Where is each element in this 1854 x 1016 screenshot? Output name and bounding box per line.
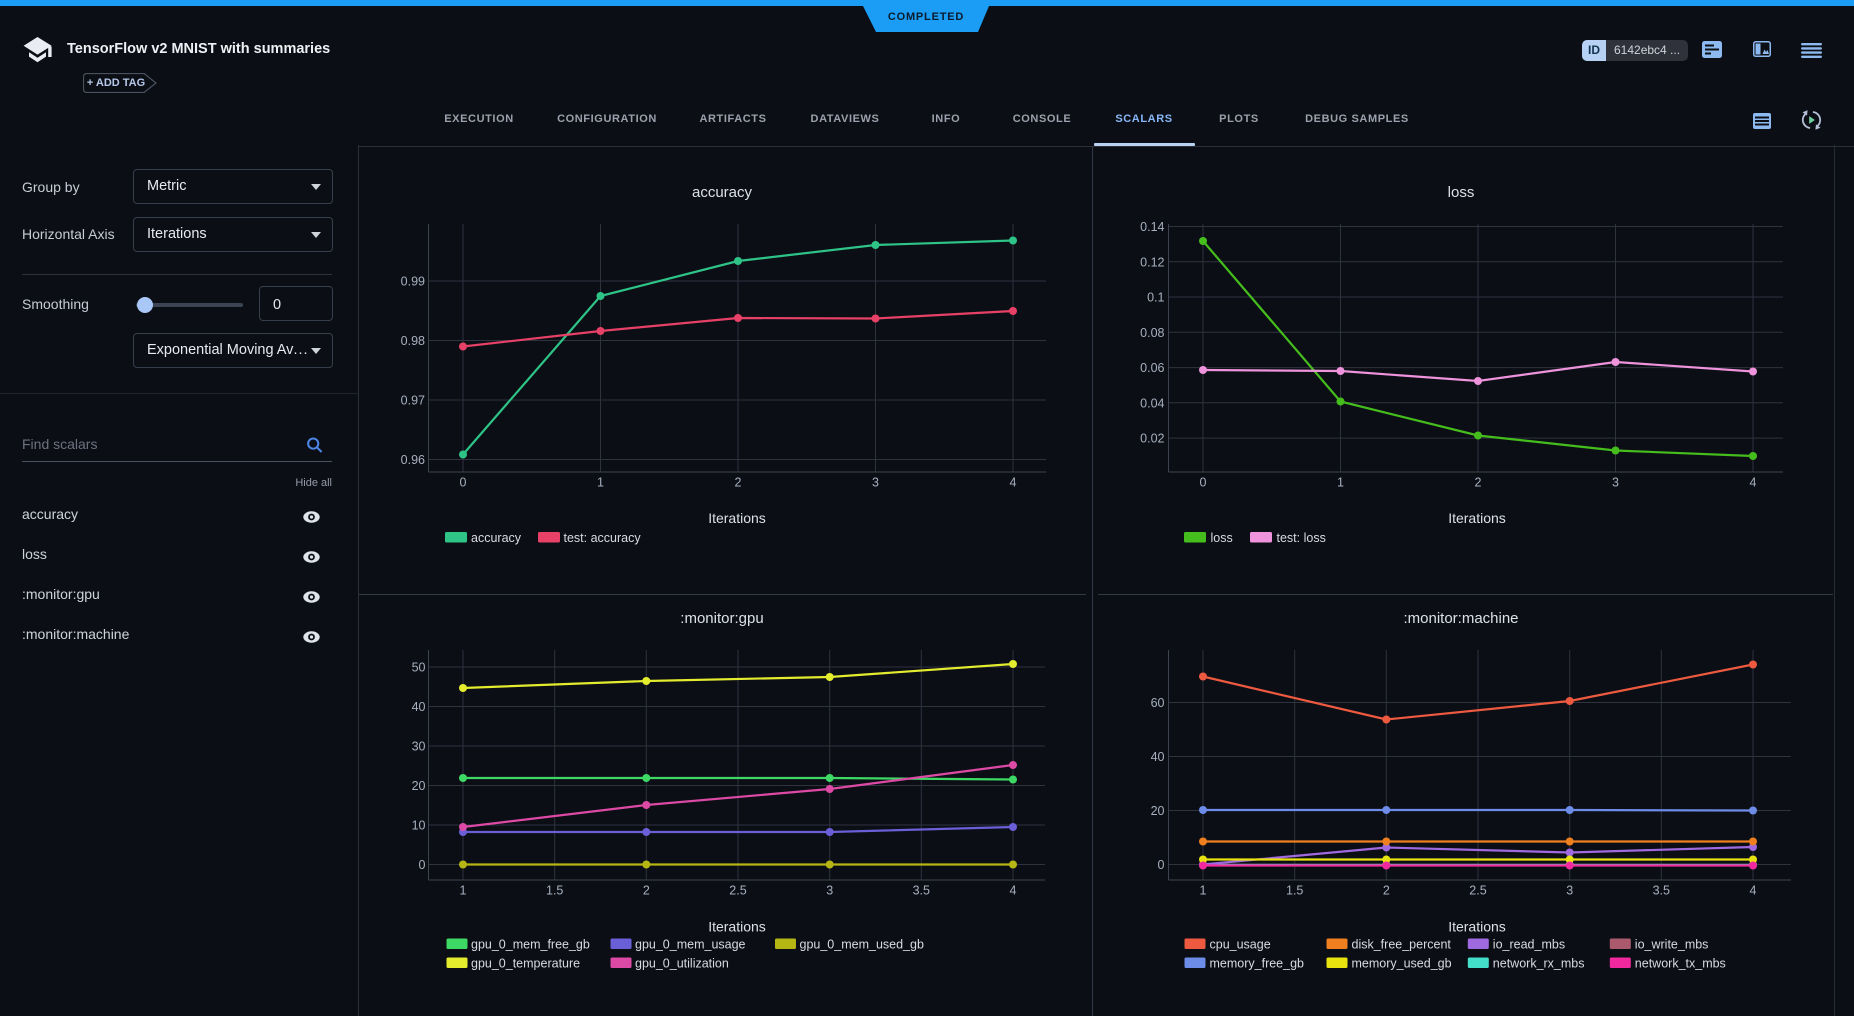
svg-text:0: 0 — [1200, 476, 1207, 490]
svg-text:3: 3 — [1612, 476, 1619, 490]
svg-text:3: 3 — [826, 884, 833, 898]
svg-text:2: 2 — [1475, 476, 1482, 490]
svg-text:2.5: 2.5 — [1469, 884, 1486, 898]
svg-text:1: 1 — [1337, 476, 1344, 490]
svg-text:io_write_mbs: io_write_mbs — [1635, 938, 1709, 952]
svg-text:memory_used_gb: memory_used_gb — [1352, 957, 1452, 971]
svg-text:Iterations: Iterations — [708, 919, 766, 935]
svg-text:0.1: 0.1 — [1147, 291, 1164, 305]
svg-text:loss: loss — [1448, 184, 1475, 201]
svg-text:4: 4 — [1010, 476, 1017, 490]
svg-text:network_rx_mbs: network_rx_mbs — [1493, 957, 1585, 971]
svg-text:30: 30 — [412, 740, 426, 754]
svg-text:1: 1 — [460, 884, 467, 898]
svg-text:50: 50 — [412, 661, 426, 675]
svg-text:0.96: 0.96 — [401, 453, 425, 467]
svg-text:Iterations: Iterations — [1448, 510, 1506, 526]
svg-text:0.98: 0.98 — [401, 334, 425, 348]
svg-text:20: 20 — [1151, 804, 1165, 818]
svg-text:10: 10 — [412, 819, 426, 833]
svg-text:loss: loss — [1211, 531, 1233, 545]
svg-text:0.99: 0.99 — [401, 275, 425, 289]
svg-text:gpu_0_mem_used_gb: gpu_0_mem_used_gb — [800, 938, 924, 952]
svg-text:3: 3 — [1566, 884, 1573, 898]
svg-text:3: 3 — [872, 476, 879, 490]
svg-text:cpu_usage: cpu_usage — [1210, 938, 1271, 952]
svg-text:2: 2 — [735, 476, 742, 490]
svg-text:Iterations: Iterations — [708, 510, 766, 526]
svg-text:1: 1 — [597, 476, 604, 490]
svg-text:20: 20 — [412, 779, 426, 793]
svg-text:gpu_0_mem_usage: gpu_0_mem_usage — [635, 938, 746, 952]
svg-text:40: 40 — [412, 700, 426, 714]
svg-text:0.02: 0.02 — [1140, 432, 1164, 446]
svg-text:0: 0 — [419, 858, 426, 872]
svg-text:gpu_0_mem_free_gb: gpu_0_mem_free_gb — [471, 938, 590, 952]
svg-text:3.5: 3.5 — [913, 884, 930, 898]
svg-text:Iterations: Iterations — [1448, 919, 1506, 935]
svg-text:2.5: 2.5 — [729, 884, 746, 898]
svg-text:disk_free_percent: disk_free_percent — [1352, 938, 1452, 952]
svg-text:2: 2 — [643, 884, 650, 898]
svg-text::monitor:gpu: :monitor:gpu — [680, 610, 763, 627]
svg-text:0.97: 0.97 — [401, 394, 425, 408]
svg-text:0: 0 — [460, 476, 467, 490]
svg-text:0.04: 0.04 — [1140, 396, 1164, 410]
svg-text:60: 60 — [1151, 696, 1165, 710]
svg-text:test: loss: test: loss — [1277, 531, 1326, 545]
svg-text:1.5: 1.5 — [546, 884, 563, 898]
svg-text:accuracy: accuracy — [692, 184, 753, 201]
svg-text:io_read_mbs: io_read_mbs — [1493, 938, 1565, 952]
svg-text:0.12: 0.12 — [1140, 255, 1164, 269]
svg-text:0.08: 0.08 — [1140, 326, 1164, 340]
svg-text:1.5: 1.5 — [1286, 884, 1303, 898]
svg-text:1: 1 — [1200, 884, 1207, 898]
svg-text:3.5: 3.5 — [1653, 884, 1670, 898]
svg-text::monitor:machine: :monitor:machine — [1403, 610, 1518, 627]
svg-text:accuracy: accuracy — [471, 531, 522, 545]
svg-text:40: 40 — [1151, 750, 1165, 764]
svg-text:network_tx_mbs: network_tx_mbs — [1635, 957, 1726, 971]
svg-text:gpu_0_temperature: gpu_0_temperature — [471, 957, 580, 971]
svg-text:4: 4 — [1010, 884, 1017, 898]
svg-text:0.14: 0.14 — [1140, 220, 1164, 234]
svg-text:0: 0 — [1158, 858, 1165, 872]
svg-text:memory_free_gb: memory_free_gb — [1210, 957, 1305, 971]
svg-text:4: 4 — [1750, 476, 1757, 490]
svg-text:0.06: 0.06 — [1140, 361, 1164, 375]
svg-text:2: 2 — [1383, 884, 1390, 898]
svg-text:gpu_0_utilization: gpu_0_utilization — [635, 957, 729, 971]
svg-text:4: 4 — [1750, 884, 1757, 898]
svg-text:test: accuracy: test: accuracy — [564, 531, 642, 545]
